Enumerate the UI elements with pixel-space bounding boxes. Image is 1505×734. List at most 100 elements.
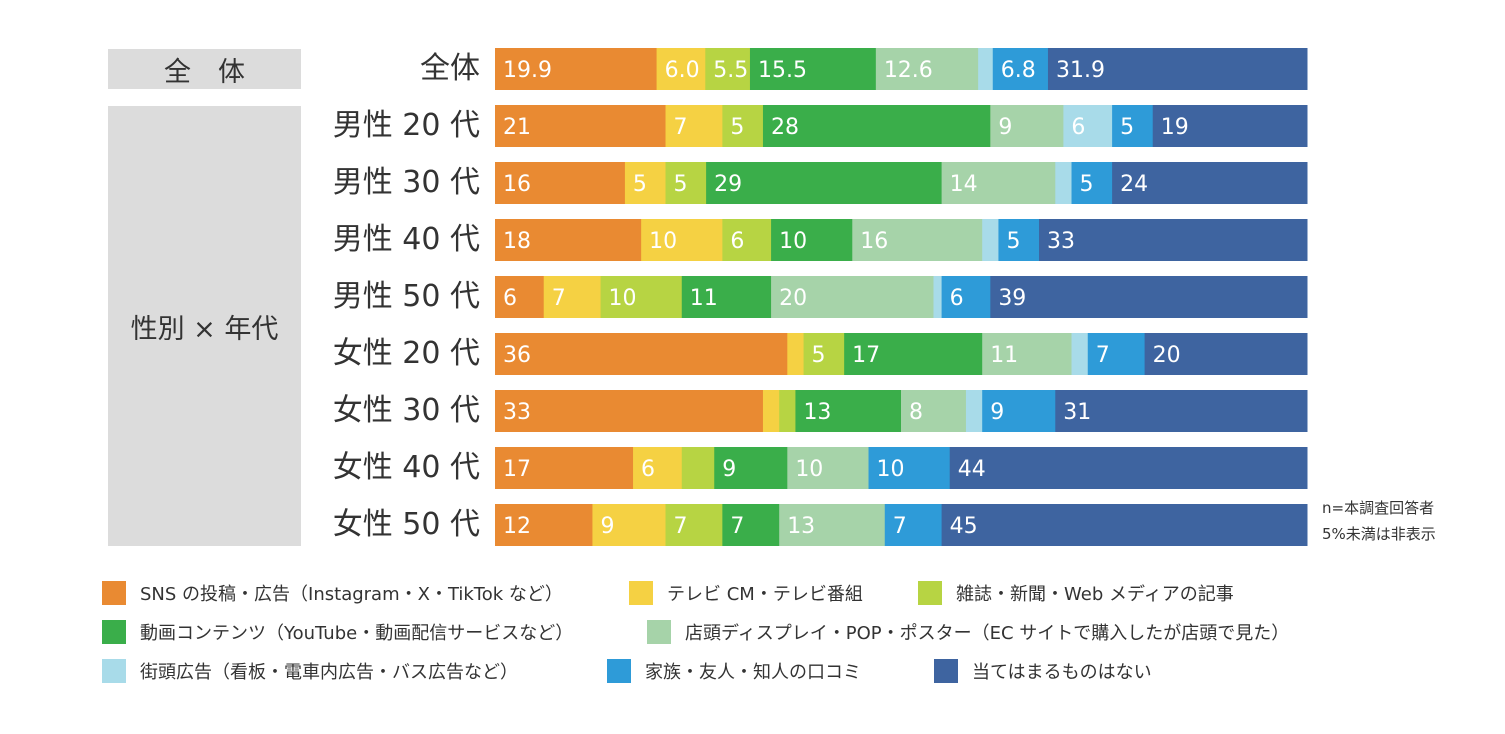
row-label: 男性 30 代 (332, 165, 480, 200)
bar-segment (705, 48, 751, 90)
data-label: 5 (1080, 172, 1094, 197)
bar-segment (600, 276, 683, 318)
bar-segment (875, 48, 979, 90)
row-label: 男性 40 代 (332, 222, 480, 257)
data-label: 10 (609, 286, 637, 311)
data-label: 39 (998, 286, 1026, 311)
data-label: 14 (950, 172, 978, 197)
bar-segment (978, 48, 994, 90)
row-label: 女性 30 代 (332, 393, 480, 428)
data-label: 15.5 (758, 58, 807, 83)
data-label: 21 (503, 115, 531, 140)
legend-item: 店頭ディスプレイ・POP・ポスター（EC サイトで購入したが店頭で見た） (647, 619, 1289, 645)
legend-item: 雑誌・新聞・Web メディアの記事 (918, 580, 1234, 606)
legend-item: 街頭広告（看板・電車内広告・バス広告など） (102, 658, 518, 684)
bar-segment (901, 390, 967, 432)
data-label: 5 (674, 172, 688, 197)
bar-segment (749, 48, 877, 90)
data-label: 36 (503, 343, 531, 368)
bar-segment (787, 447, 870, 489)
legend-label: テレビ CM・テレビ番組 (667, 584, 863, 605)
bar-segment (495, 504, 593, 546)
bar-segment (722, 504, 780, 546)
bar-segment (795, 390, 902, 432)
row-label: 男性 50 代 (332, 279, 480, 314)
data-label: 6 (1071, 115, 1085, 140)
data-label: 10 (877, 457, 905, 482)
bar-segment (762, 105, 991, 147)
bar-segment (543, 276, 602, 318)
bar-segment (495, 447, 634, 489)
bar-segment (852, 219, 983, 261)
legend-swatch (102, 620, 126, 644)
data-label: 7 (674, 115, 688, 140)
bar-segment (965, 390, 983, 432)
bar-segment (665, 162, 707, 204)
bar-segment (941, 276, 991, 318)
data-label: 33 (1047, 229, 1075, 254)
data-label: 28 (771, 115, 799, 140)
bar-segment (495, 162, 626, 204)
data-label: 9 (600, 514, 614, 539)
bar-segment (779, 390, 796, 432)
data-label: 19 (1161, 115, 1189, 140)
data-label: 20 (779, 286, 807, 311)
data-label: 5 (1120, 115, 1134, 140)
bar-segment (1112, 105, 1154, 147)
note-n: n=本調査回答者 (1322, 499, 1435, 517)
bar-segment (762, 390, 780, 432)
bar-segment (1039, 219, 1308, 261)
bar-segment (1055, 162, 1073, 204)
data-label: 10 (649, 229, 677, 254)
bar-segment (933, 276, 943, 318)
group-label-gender-age: 性別 × 年代 (108, 106, 301, 546)
data-label: 9 (990, 400, 1004, 425)
legend-label: 店頭ディスプレイ・POP・ポスター（EC サイトで購入したが店頭で見た） (685, 623, 1290, 644)
bar-segment (1055, 390, 1308, 432)
data-label: 33 (503, 400, 531, 425)
legend-label: 雑誌・新聞・Web メディアの記事 (956, 584, 1234, 605)
data-label: 12.6 (884, 58, 933, 83)
legend-swatch (934, 659, 958, 683)
legend-swatch (102, 659, 126, 683)
legend-label: SNS の投稿・広告（Instagram・X・TikTok など） (140, 584, 563, 605)
bar-segment (656, 48, 706, 90)
bar-segment (495, 333, 788, 375)
bar-segment (665, 504, 723, 546)
legend-label: 街頭広告（看板・電車内広告・バス広告など） (140, 662, 518, 683)
data-label: 20 (1153, 343, 1181, 368)
data-label: 8 (909, 400, 923, 425)
bar-segment (1047, 48, 1308, 90)
data-label: 9 (998, 115, 1012, 140)
bar-segment (990, 276, 1308, 318)
row-label: 女性 40 代 (332, 450, 480, 485)
row-label: 全体 (420, 51, 480, 86)
legend-item: 当てはまるものはない (934, 658, 1152, 684)
data-label: 6 (730, 229, 744, 254)
row-label: 男性 20 代 (332, 108, 480, 143)
data-label: 45 (950, 514, 978, 539)
data-label: 19.9 (503, 58, 552, 83)
legend-swatch (918, 581, 942, 605)
legend-label: 当てはまるものはない (972, 662, 1152, 683)
data-label: 6 (503, 286, 517, 311)
bar-segment (992, 48, 1049, 90)
data-label: 29 (714, 172, 742, 197)
data-label: 11 (690, 286, 718, 311)
data-label: 5 (633, 172, 647, 197)
data-label: 31.9 (1056, 58, 1105, 83)
bar-segment (949, 447, 1308, 489)
data-label: 10 (795, 457, 823, 482)
bar-segment (982, 390, 1056, 432)
data-label: 9 (722, 457, 736, 482)
bar-segment (624, 162, 667, 204)
bar-segment (495, 219, 642, 261)
row-label: 女性 50 代 (332, 507, 480, 542)
bar-segment (722, 219, 772, 261)
data-label: 10 (779, 229, 807, 254)
bar-segment (706, 162, 943, 204)
data-label: 6 (641, 457, 655, 482)
bar-segment (495, 105, 667, 147)
bar-segment (495, 48, 658, 90)
